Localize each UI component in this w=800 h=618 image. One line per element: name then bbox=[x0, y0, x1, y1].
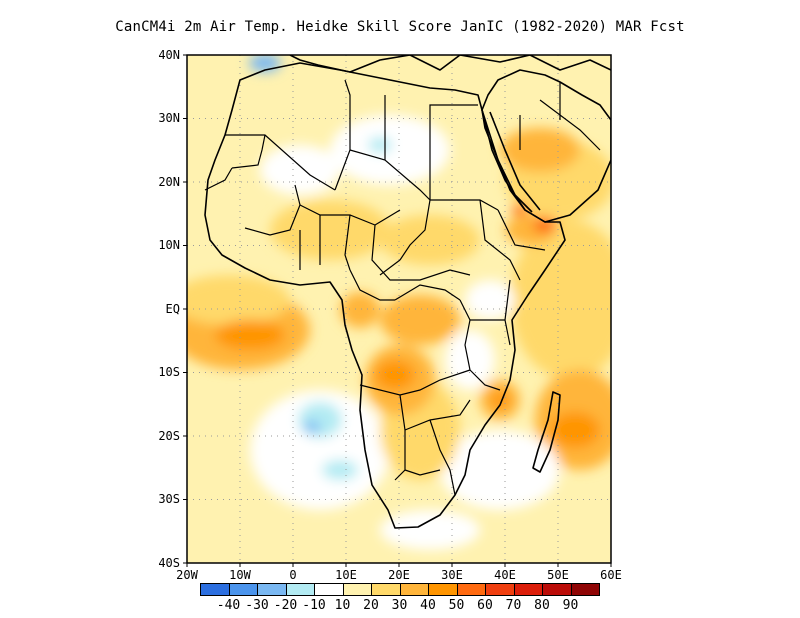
coastlines bbox=[204, 55, 611, 529]
colorbar-label: 10 bbox=[334, 598, 351, 613]
lat-label: 10S bbox=[158, 365, 180, 379]
graticule bbox=[187, 55, 611, 563]
lon-label: 10E bbox=[335, 568, 357, 582]
colorbar-label: 30 bbox=[391, 598, 408, 613]
colorbar-swatch bbox=[285, 583, 315, 596]
tick-marks bbox=[183, 54, 612, 567]
lon-label: 0 bbox=[289, 568, 297, 582]
colorbar-label: 60 bbox=[477, 598, 493, 613]
colorbar-label: 40 bbox=[420, 598, 436, 613]
europe-coastline bbox=[289, 55, 611, 73]
colorbar-swatch bbox=[257, 583, 287, 596]
lon-label: 20W bbox=[176, 568, 198, 582]
lat-label: 30N bbox=[158, 111, 180, 125]
lon-label: 10W bbox=[229, 568, 251, 582]
colorbar-label: 90 bbox=[562, 598, 579, 613]
colorbar-swatch bbox=[485, 583, 515, 596]
redsea-coastline-east bbox=[489, 111, 541, 211]
lon-label: 60E bbox=[600, 568, 622, 582]
colorbar-swatch bbox=[342, 583, 372, 596]
colorbar-swatch bbox=[314, 583, 344, 596]
madagascar-coastline bbox=[532, 391, 561, 473]
lat-label: 30S bbox=[158, 492, 180, 506]
lat-label: 20N bbox=[158, 175, 180, 189]
colorbar-swatch bbox=[428, 583, 458, 596]
colorbar-swatch bbox=[399, 583, 429, 596]
colorbar-label: -20 bbox=[273, 598, 298, 613]
lat-label: 10N bbox=[158, 238, 180, 252]
lat-label: 20S bbox=[158, 429, 180, 443]
lon-label: 30E bbox=[441, 568, 463, 582]
map-title: CanCM4i 2m Air Temp. Heidke Skill Score … bbox=[115, 19, 685, 35]
lat-label: 40N bbox=[158, 48, 180, 62]
colorbar-swatch bbox=[513, 583, 543, 596]
colorbar-swatch bbox=[570, 583, 600, 596]
country-borders bbox=[204, 79, 601, 496]
colorbar-swatch bbox=[371, 583, 401, 596]
colorbar-label: 80 bbox=[534, 598, 550, 613]
colorbar-swatch bbox=[542, 583, 572, 596]
colorbar-swatch bbox=[200, 583, 230, 596]
africa-coastline bbox=[204, 62, 566, 529]
lon-label: 40E bbox=[494, 568, 516, 582]
redsea-coastline bbox=[481, 109, 533, 213]
lon-label: 50E bbox=[547, 568, 569, 582]
lon-label: 20E bbox=[388, 568, 410, 582]
arabia-coastline bbox=[481, 69, 611, 223]
lat-label: 40S bbox=[158, 556, 180, 570]
colorbar-label: -10 bbox=[302, 598, 326, 613]
colorbar-label: -40 bbox=[216, 598, 241, 613]
colorbar-label: 20 bbox=[363, 598, 379, 613]
colorbar-label: 70 bbox=[505, 598, 522, 613]
lat-label: EQ bbox=[165, 302, 180, 316]
colorbar-swatch bbox=[456, 583, 486, 596]
colorbar-label: 50 bbox=[448, 598, 465, 613]
colorbar-swatch bbox=[228, 583, 258, 596]
colorbar-label: -30 bbox=[245, 598, 269, 613]
